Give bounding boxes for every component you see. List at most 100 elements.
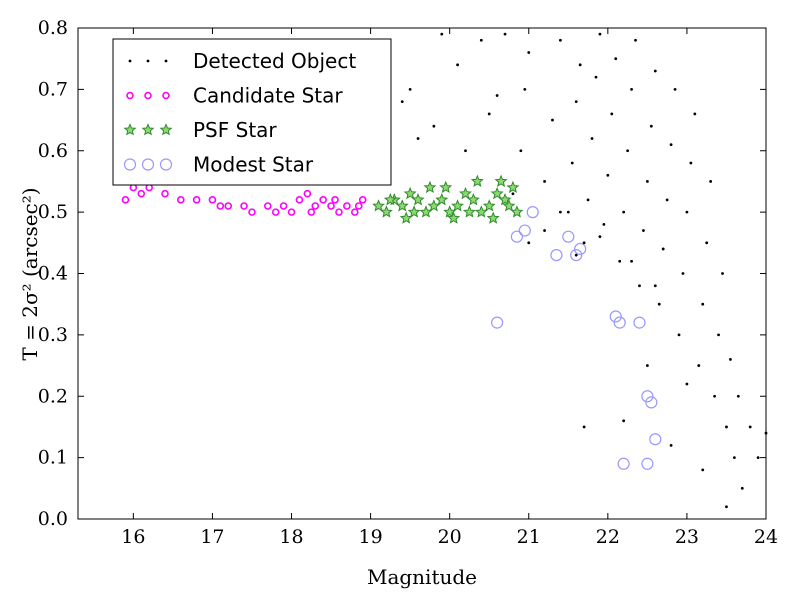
data-point-star [502,199,516,212]
data-point-star [399,211,413,224]
data-point-dot [736,394,740,398]
data-point-dot [717,333,720,337]
data-point-circle [343,202,351,210]
data-point-star [451,199,465,212]
data-point-dot [566,210,570,214]
data-point-circle [161,189,169,198]
data-point-dot [701,468,705,472]
data-point-dot [594,75,598,79]
axis-ticks: 16 17 18 19 20 21 22 23 24 0.0 0.1 0.2 0.3 0.4 0.5 0.6 0… [38,17,778,548]
data-point-dot [657,302,661,306]
data-point-dot [693,112,697,116]
data-point-star [435,192,449,206]
legend-marker-dot [146,59,150,63]
data-point-dot [661,247,665,251]
data-point-circle [327,202,335,210]
plot-area [121,32,768,509]
data-point-ring [609,310,622,323]
x-tick-label: 22 [596,526,620,548]
y-tick-label: 0.5 [38,201,68,223]
y-axis-label: T = 2σ² (arcsec²) [18,187,42,360]
data-point-dot [645,180,649,183]
data-point-ring [649,433,662,446]
data-point-star [383,192,397,206]
data-point-circle [307,208,316,216]
data-point-star [407,205,421,218]
data-point-star [494,174,508,187]
data-point-dot [582,241,586,245]
x-tick-label: 20 [438,526,462,548]
data-point-dot [543,180,546,183]
data-point-circle [335,208,343,216]
data-point-star [482,199,496,212]
data-point-ring [633,316,646,329]
data-point-circle [192,196,201,204]
data-point-dot [697,364,701,367]
data-point-circle [311,202,320,210]
legend-marker-circle [162,91,170,100]
data-point-star [498,192,512,206]
data-point-dot [725,425,728,429]
legend-marker-star [141,123,155,136]
data-point-dot [748,425,752,429]
data-point-circle [303,189,312,198]
data-point-dot [709,180,713,183]
data-point-star [462,205,476,218]
y-tick-label: 0.2 [38,385,68,407]
data-point-dot [578,63,582,67]
data-point-dot [622,419,626,423]
legend-marker-dot [128,59,132,63]
y-tick-label: 0.0 [38,508,68,530]
data-point-circle [248,208,256,216]
legend-label: Modest Star [193,153,314,177]
data-point-dot [527,51,531,54]
data-point-dot [543,229,546,232]
legend-label: PSF Star [193,118,277,142]
legend: Detected Object Candidate Star PSF Star Mod… [112,38,392,186]
data-point-dot [614,57,618,61]
legend-marker-circle [144,91,152,100]
data-point-dot [487,112,491,116]
data-point-circle [295,196,304,204]
y-tick-label: 0.6 [38,140,68,162]
legend-label: Candidate Star [193,84,343,108]
data-point-dot [740,486,744,490]
data-point-dot [729,358,732,361]
legend-marker-ring [159,158,173,171]
x-tick-label: 24 [754,526,778,548]
data-point-circle [177,196,185,204]
data-point-dot [551,118,554,122]
data-point-ring [641,390,654,403]
data-point-ring [613,316,626,329]
data-point-dot [570,161,574,165]
x-tick-label: 23 [675,526,699,548]
data-point-star [510,205,524,218]
data-point-circle [279,202,288,210]
data-point-dot [705,241,709,245]
data-point-ring [510,230,523,243]
data-point-circle [358,196,367,204]
data-point-star [419,205,433,218]
data-point-ring [550,248,563,262]
data-point-dot [649,124,653,128]
data-point-dot [622,210,626,214]
data-point-ring [491,316,504,329]
data-point-dot [669,443,673,447]
data-point-dot [701,302,705,306]
data-point-dot [590,137,594,140]
data-point-star [470,174,484,187]
data-point-star [423,180,437,194]
data-point-dot [598,32,602,36]
data-point-dot [511,192,515,196]
y-tick-label: 0.8 [38,17,68,39]
data-point-star [372,199,385,212]
data-point-dot [681,272,685,275]
data-point-dot [606,173,610,177]
data-point-dot [416,137,420,140]
data-point-dot [598,235,602,239]
data-point-star [443,205,457,218]
data-point-dot [523,87,527,91]
data-point-dot [725,505,728,509]
data-point-dot [677,333,681,337]
data-point-circle [240,202,248,210]
